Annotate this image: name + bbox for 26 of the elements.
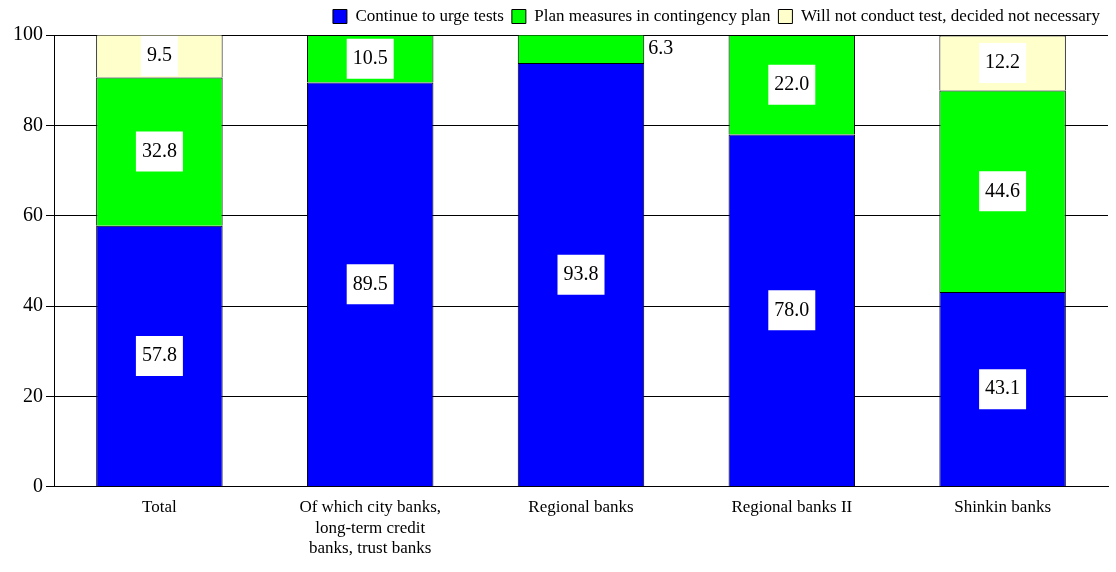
y-tick-label: 0 — [33, 474, 43, 497]
y-tick-label: 40 — [23, 293, 43, 316]
x-tick-label: Of which city banks, long-term credit banks, trust banks — [299, 497, 442, 558]
data-label: 12.2 — [985, 50, 1021, 73]
legend-label: Continue to urge tests — [355, 5, 504, 25]
y-tick-label: 80 — [23, 112, 43, 135]
data-label: 78.0 — [774, 297, 810, 320]
data-label: 32.8 — [141, 138, 177, 161]
data-label: 43.1 — [985, 376, 1021, 399]
legend-label: Will not conduct test, decided not necessary — [800, 5, 1101, 25]
y-tick-label: 20 — [23, 383, 43, 406]
data-label: 9.5 — [146, 43, 172, 66]
data-label: 6.3 — [648, 36, 674, 59]
data-label: 93.8 — [563, 261, 599, 284]
data-label: 44.6 — [985, 178, 1021, 201]
x-tick-label: Total — [142, 497, 178, 517]
x-tick-label: Shinkin banks — [954, 497, 1052, 517]
y-tick-label: 100 — [13, 22, 43, 45]
data-label: 89.5 — [352, 271, 388, 294]
x-tick-label: Regional banks — [528, 497, 634, 517]
x-tick-label: Regional banks II — [731, 497, 853, 517]
data-label: 22.0 — [774, 71, 810, 94]
legend-label: Plan measures in contingency plan — [534, 5, 771, 25]
y-tick-label: 60 — [23, 202, 43, 225]
data-label: 10.5 — [352, 45, 388, 68]
data-label: 57.8 — [141, 343, 177, 366]
